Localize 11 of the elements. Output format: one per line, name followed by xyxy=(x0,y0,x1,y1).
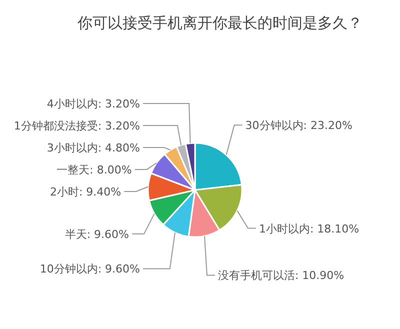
chart-title: 你可以接受手机离开你最长的时间是多久？ xyxy=(76,14,362,32)
slice-label: 3小时以内: 4.80% xyxy=(46,141,140,154)
slice-label: 1分钟都没法接受: 3.20% xyxy=(14,119,140,132)
slice-label: 4小时以内: 3.20% xyxy=(46,97,140,110)
slice-label: 一整天: 8.00% xyxy=(56,163,132,176)
slice-label: 没有手机可以活: 10.90% xyxy=(218,269,344,282)
slice-label: 30分钟以内: 23.20% xyxy=(245,119,352,132)
slice-label: 1小时以内: 18.10% xyxy=(258,222,360,236)
slice-label: 2小时: 9.40% xyxy=(50,185,122,198)
slice-label: 半天: 9.60% xyxy=(64,228,130,241)
slice-label: 10分钟以内: 9.60% xyxy=(40,262,140,276)
